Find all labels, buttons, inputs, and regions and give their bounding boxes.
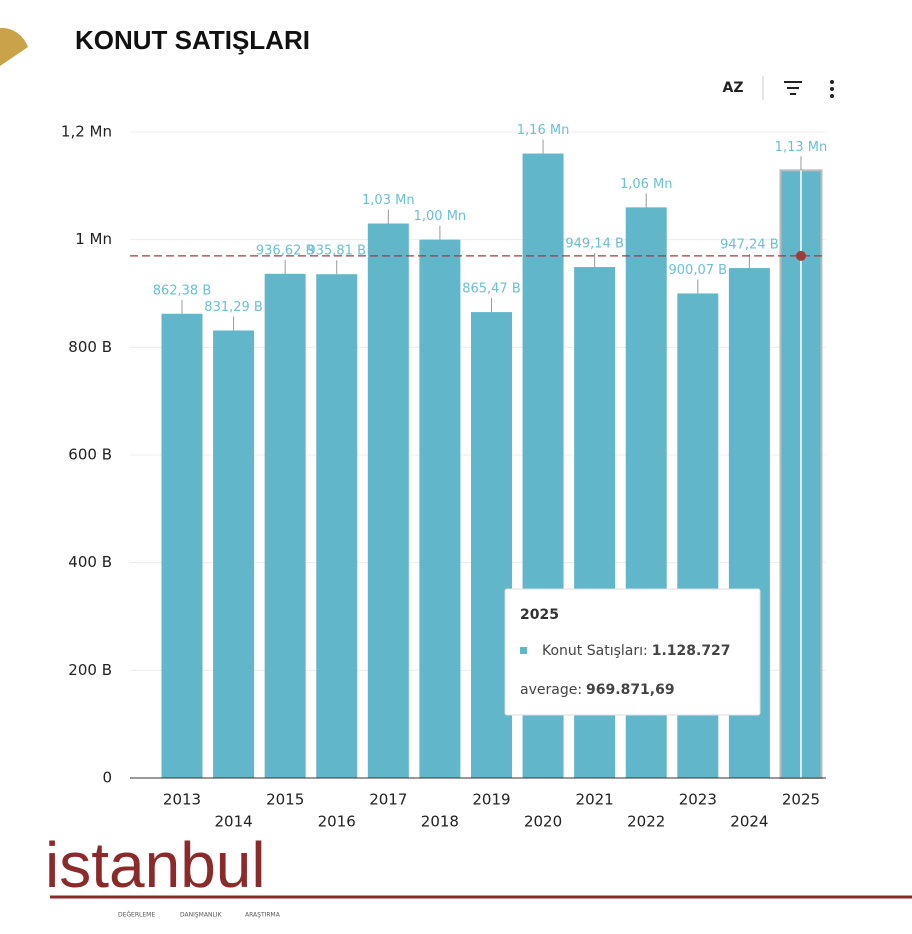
bar [264,273,306,778]
tooltip: 2025 Konut Satışları: 1.128.727 average: 969… [504,588,761,716]
logo-text: istanbul [45,829,266,901]
sort-icon[interactable]: AZ [723,80,744,96]
value-label: 900,07 B [669,263,728,278]
x-tick-label: 2014 [214,813,252,831]
bar [213,330,255,778]
value-label: 1,03 Mn [362,193,415,208]
x-tick-label: 2016 [318,813,356,831]
logo-tag: DANIŞMANLIK [180,912,223,919]
chart-title: KONUT SATIŞLARI [75,25,310,55]
x-tick-label: 2018 [421,813,459,831]
x-tick-label: 2019 [472,791,510,809]
x-tick-label: 2023 [679,791,717,809]
tooltip-average: average: 969.871,69 [520,682,675,698]
y-tick-label: 1,2 Mn [61,123,112,141]
value-label: 936,62 B [256,243,315,258]
x-tick-label: 2013 [163,791,201,809]
x-tick-label: 2015 [266,791,304,809]
x-tick-label: 2017 [369,791,407,809]
tooltip-swatch [520,647,527,654]
tooltip-series: Konut Satışları: 1.128.727 [542,643,731,659]
tooltip-average-label: average: [520,682,582,698]
tooltip-box [504,588,761,716]
value-label: 865,47 B [462,282,521,297]
tooltip-title: 2025 [520,607,559,623]
bar [161,313,203,778]
x-tick-label: 2020 [524,813,562,831]
value-label: 862,38 B [153,283,212,298]
bar [419,239,461,778]
logo-tag: DEĞERLEME [118,912,155,919]
logo-mark [0,27,28,66]
value-label: 1,16 Mn [517,123,570,138]
x-tick-label: 2022 [627,813,665,831]
menu-icon[interactable] [830,80,834,98]
value-label: 1,00 Mn [414,209,467,224]
tooltip-series-label: Konut Satışları: [542,643,648,659]
value-label: 935,81 B [307,244,366,259]
x-tick-label: 2021 [576,791,614,809]
y-tick-label: 400 B [68,553,112,571]
y-tick-label: 0 [102,769,112,787]
bar [367,223,409,778]
value-label: 1,06 Mn [620,177,673,192]
value-label: 949,14 B [565,237,624,252]
tooltip-average-value: 969.871,69 [586,682,675,698]
y-tick-label: 600 B [68,446,112,464]
y-tick-label: 200 B [68,661,112,679]
tooltip-series-value: 1.128.727 [652,643,731,659]
filter-icon[interactable] [784,81,802,95]
value-label: 831,29 B [204,300,263,315]
y-tick-label: 1 Mn [75,230,112,248]
logo-tag: ARAŞTIRMA [245,912,281,919]
x-tick-label: 2025 [782,791,820,809]
average-point [795,250,806,261]
value-label: 947,24 B [720,238,779,253]
value-label: 1,13 Mn [775,140,828,155]
y-tick-label: 800 B [68,338,112,356]
bar [316,274,358,778]
x-tick-label: 2024 [730,813,768,831]
